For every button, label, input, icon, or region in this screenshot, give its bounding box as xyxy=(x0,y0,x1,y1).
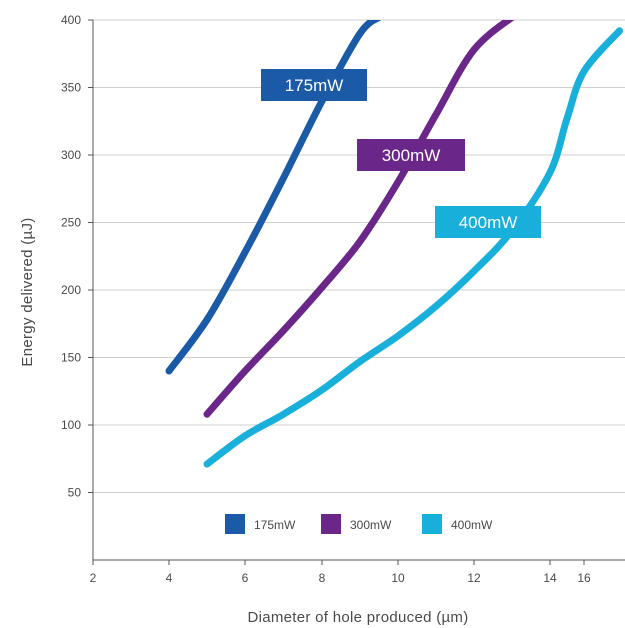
x-tick-label: 8 xyxy=(319,571,326,585)
x-axis-ticks: 2 4 6 8 10 12 14 16 xyxy=(90,560,591,585)
y-tick-label: 150 xyxy=(61,351,81,365)
y-axis-title: Energy delivered (µJ) xyxy=(19,217,36,366)
series-line-175mW xyxy=(165,20,382,375)
legend-label: 400mW xyxy=(451,518,493,532)
series-label-box xyxy=(261,69,367,101)
series-label: 300mW xyxy=(382,146,441,165)
x-tick-label: 14 xyxy=(543,571,557,585)
legend-swatch xyxy=(422,514,442,534)
y-tick-label: 300 xyxy=(61,148,81,162)
legend-label: 300mW xyxy=(350,518,392,532)
y-axis-ticks: 50 100 150 200 250 300 350 400 xyxy=(61,13,93,500)
legend-swatch xyxy=(321,514,341,534)
x-axis-title: Diameter of hole produced (µm) xyxy=(247,609,468,626)
x-tick-label: 10 xyxy=(391,571,405,585)
y-tick-label: 250 xyxy=(61,216,81,230)
series-label-box xyxy=(357,139,465,171)
y-tick-label: 350 xyxy=(61,81,81,95)
series-labels: 175mW 300mW 400mW xyxy=(261,69,541,238)
x-tick-label: 16 xyxy=(577,571,591,585)
y-tick-label: 100 xyxy=(61,418,81,432)
x-tick-label: 6 xyxy=(242,571,249,585)
x-tick-label: 12 xyxy=(467,571,481,585)
x-tick-label: 4 xyxy=(166,571,173,585)
series-label-box xyxy=(435,206,541,238)
series-lines xyxy=(165,20,623,468)
series-line-300mW xyxy=(203,20,515,418)
series-line-400mW xyxy=(203,27,623,468)
x-tick-label: 2 xyxy=(90,571,97,585)
y-tick-label: 50 xyxy=(68,486,82,500)
y-tick-label: 400 xyxy=(61,13,81,27)
legend-label: 175mW xyxy=(254,518,296,532)
legend-swatch xyxy=(225,514,245,534)
legend: 175mW 300mW 400mW xyxy=(225,514,493,534)
series-label: 400mW xyxy=(459,213,518,232)
y-tick-label: 200 xyxy=(61,283,81,297)
series-label: 175mW xyxy=(285,76,344,95)
